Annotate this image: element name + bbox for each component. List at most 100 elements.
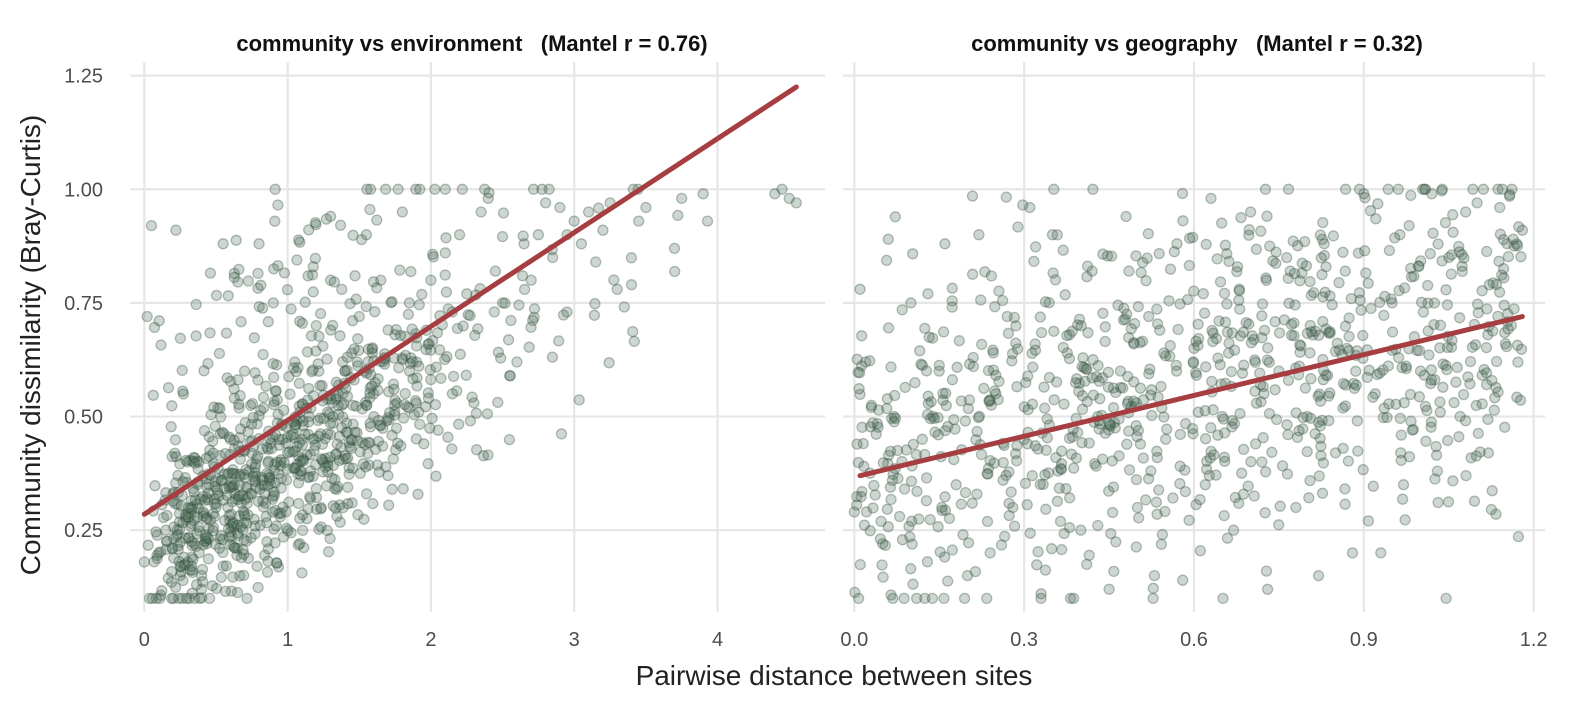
data-point xyxy=(1121,308,1133,320)
data-point xyxy=(852,456,865,469)
data-point xyxy=(1511,238,1523,250)
data-point xyxy=(1327,230,1340,242)
data-point xyxy=(913,513,925,525)
data-point xyxy=(1285,318,1298,331)
data-point xyxy=(1174,298,1186,310)
data-point xyxy=(1245,456,1257,468)
data-point xyxy=(410,397,422,409)
data-point xyxy=(1233,497,1245,510)
data-point xyxy=(1493,255,1505,267)
data-point xyxy=(307,261,319,273)
data-point xyxy=(342,498,354,510)
data-point xyxy=(1312,569,1325,582)
data-point xyxy=(419,401,432,413)
data-point xyxy=(321,428,334,440)
data-point xyxy=(1107,481,1120,493)
data-point xyxy=(905,563,917,575)
data-point xyxy=(988,457,1000,469)
data-point xyxy=(975,448,988,461)
data-point xyxy=(402,308,415,321)
data-point xyxy=(238,507,250,520)
data-point xyxy=(1339,400,1352,412)
data-point xyxy=(233,402,245,414)
data-point xyxy=(241,482,253,494)
data-point xyxy=(411,372,423,384)
data-point xyxy=(504,369,516,382)
data-point xyxy=(416,288,428,301)
data-point xyxy=(1029,440,1041,452)
data-point xyxy=(1187,231,1199,244)
data-point xyxy=(1122,370,1134,383)
data-point xyxy=(933,359,945,372)
data-point xyxy=(179,471,191,484)
data-point xyxy=(990,388,1002,400)
data-point xyxy=(260,380,272,392)
data-point xyxy=(226,467,238,479)
data-point xyxy=(590,256,602,268)
data-point xyxy=(987,364,1000,376)
data-point xyxy=(1102,381,1115,393)
data-point xyxy=(937,326,950,338)
data-point xyxy=(361,183,373,195)
data-point xyxy=(1233,283,1245,295)
data-point xyxy=(293,377,305,390)
data-point xyxy=(1423,349,1435,361)
data-point xyxy=(932,429,944,441)
data-point xyxy=(938,592,950,605)
data-point xyxy=(926,332,939,344)
data-point xyxy=(405,265,417,278)
data-point xyxy=(987,344,999,356)
data-point xyxy=(223,509,235,522)
data-point xyxy=(1144,363,1156,375)
data-point xyxy=(547,251,559,264)
data-point xyxy=(251,560,263,572)
data-point xyxy=(213,347,226,360)
data-point xyxy=(276,433,288,446)
data-point xyxy=(309,459,322,471)
data-point xyxy=(608,274,620,286)
data-point xyxy=(625,252,638,264)
data-point xyxy=(298,541,310,554)
data-point xyxy=(1382,183,1394,195)
data-point xyxy=(304,492,317,505)
data-point xyxy=(1506,183,1518,195)
data-point xyxy=(1508,303,1520,315)
data-point xyxy=(1076,360,1088,373)
y-tick-label: 1.25 xyxy=(64,66,103,88)
data-point xyxy=(1107,382,1120,394)
data-point xyxy=(1248,333,1260,346)
data-point xyxy=(429,183,441,195)
data-point xyxy=(1261,583,1274,595)
data-point xyxy=(1018,401,1030,413)
data-point xyxy=(314,380,326,392)
data-point xyxy=(1398,282,1411,294)
data-point xyxy=(1061,329,1073,342)
data-point xyxy=(1307,329,1319,341)
data-point xyxy=(496,230,509,243)
data-point xyxy=(503,433,516,446)
data-point xyxy=(430,361,442,373)
data-point xyxy=(851,438,863,450)
data-point xyxy=(288,432,301,444)
data-point xyxy=(192,521,205,533)
data-point xyxy=(1190,369,1203,381)
data-point xyxy=(905,475,918,487)
data-point xyxy=(433,344,446,356)
data-point xyxy=(1242,480,1254,492)
data-point xyxy=(366,342,379,354)
panel-environment-title: community vs environment (Mantel r = 0.7… xyxy=(236,31,707,56)
data-point xyxy=(249,367,261,379)
data-point xyxy=(409,395,422,407)
data-point xyxy=(360,461,372,473)
data-point xyxy=(1516,224,1529,236)
data-point xyxy=(1460,206,1472,218)
data-point xyxy=(1192,318,1204,330)
data-point xyxy=(1072,426,1084,439)
data-point xyxy=(933,365,945,377)
data-point xyxy=(165,592,178,605)
data-point xyxy=(1291,431,1304,444)
x-tick-label: 2 xyxy=(425,629,436,651)
data-point xyxy=(1411,344,1423,357)
data-point xyxy=(1369,388,1381,400)
data-point xyxy=(588,309,601,321)
